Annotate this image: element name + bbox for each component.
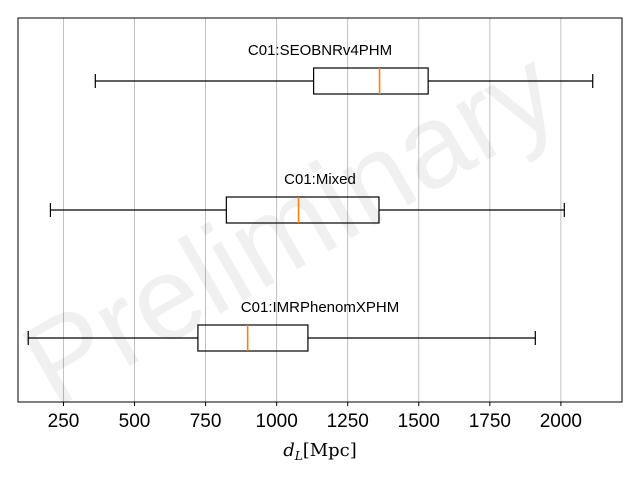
x-axis-ticks: 250 500 750 1000 1250 1500 1750 2000 bbox=[48, 402, 582, 432]
series-group: C01:SEOBNRv4PHM C01:Mixed C01:IMRPhenomXPH… bbox=[27, 42, 594, 352]
box-iqr bbox=[197, 324, 309, 352]
x-tick-label: 1750 bbox=[469, 411, 511, 432]
x-axis-label-subscript: L bbox=[294, 449, 303, 463]
box-series: C01:SEOBNRv4PHM bbox=[94, 42, 594, 95]
plot-frame bbox=[17, 17, 623, 403]
x-axis-label: dL[Mpc] bbox=[283, 440, 357, 463]
x-tick-label: 2000 bbox=[540, 411, 582, 432]
x-tick-label: 1000 bbox=[256, 411, 298, 432]
box-iqr bbox=[225, 196, 380, 224]
x-tick-label: 1250 bbox=[327, 411, 369, 432]
x-tick-label: 500 bbox=[119, 411, 151, 432]
box-iqr bbox=[313, 67, 429, 95]
box-series: C01:IMRPhenomXPHM bbox=[27, 299, 536, 352]
x-tick-label: 750 bbox=[190, 411, 222, 432]
box-series: C01:Mixed bbox=[49, 171, 565, 224]
x-axis-label-unit: [Mpc] bbox=[303, 440, 357, 461]
x-tick-label: 250 bbox=[48, 411, 80, 432]
x-axis-label-symbol: d bbox=[283, 440, 295, 461]
series-label: C01:SEOBNRv4PHM bbox=[248, 42, 392, 59]
watermark-text: Preliminary bbox=[1, 23, 578, 432]
x-tick-label: 1500 bbox=[398, 411, 440, 432]
series-label: C01:Mixed bbox=[284, 171, 356, 188]
series-label: C01:IMRPhenomXPHM bbox=[241, 299, 399, 316]
